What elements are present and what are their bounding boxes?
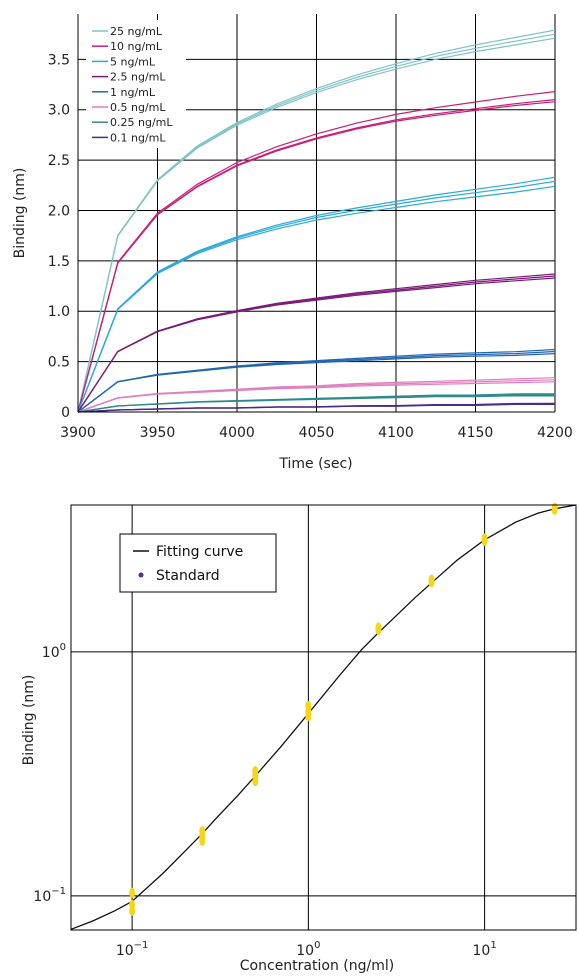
top-chart-y-tick-label: 2.5 <box>48 153 70 169</box>
fitting-curve-line <box>70 504 577 930</box>
bottom-legend-label: Standard <box>156 568 220 584</box>
bottom-chart-x-tick-label: 101 <box>473 940 497 959</box>
bottom-chart-plot-frame <box>70 504 577 931</box>
top-chart-axes <box>77 14 555 413</box>
series-line <box>77 101 556 413</box>
top-chart-y-tick-label: 0 <box>61 405 70 421</box>
standard-point <box>199 826 206 837</box>
top-chart-x-tick-label: 4150 <box>458 425 494 441</box>
top-chart-x-tick-label: 4200 <box>537 425 573 441</box>
bottom-chart-y-tick-label: 100 <box>42 642 66 661</box>
bottom-chart-x-tick-label: 10−1 <box>116 940 149 959</box>
series-line <box>77 180 556 413</box>
standard-point <box>481 533 488 544</box>
top-chart-x-tick-label: 4100 <box>378 425 414 441</box>
standard-point <box>252 766 259 777</box>
top-chart-tick-labels: 3900 3950 4000 4050 4100 4150 4200 0 0.5 1.0 1.5 2.… <box>48 52 573 441</box>
bottom-chart-x-axis-label: Concentration (ng/ml) <box>240 958 394 974</box>
series-line <box>77 176 556 413</box>
bottom-chart-y-tick-label: 10−1 <box>33 886 66 905</box>
legend-label: 5 ng/mL <box>110 55 156 68</box>
bottom-chart-tick-labels: 10−1 100 101 10−1 100 <box>33 642 496 959</box>
legend-dot-marker <box>138 572 144 578</box>
series-line <box>77 277 556 413</box>
legend-label: 2.5 ng/mL <box>110 71 166 84</box>
series-line <box>77 91 556 413</box>
top-chart-x-axis-label: Time (sec) <box>278 456 352 472</box>
standard-point <box>305 701 312 712</box>
top-chart-y-tick-label: 1.0 <box>48 304 70 320</box>
legend-label: 10 ng/mL <box>110 40 163 53</box>
bottom-legend-box <box>119 533 277 593</box>
series-line <box>77 353 556 413</box>
top-legend-background <box>86 20 186 148</box>
series-line <box>77 381 556 413</box>
top-chart-y-tick-label: 3.5 <box>48 52 70 68</box>
top-chart-legend: 25 ng/mL 10 ng/mL 5 ng/mL 2.5 ng/mL 1 ng/mL 0… <box>86 20 186 148</box>
standard-point <box>551 502 558 513</box>
series-line <box>77 37 556 413</box>
bottom-legend-label: Fitting curve <box>156 544 243 560</box>
legend-label: 0.1 ng/mL <box>110 131 166 144</box>
top-chart-series <box>77 29 556 413</box>
standard-point <box>375 622 382 633</box>
top-chart-y-axis-label: Binding (nm) <box>12 168 28 259</box>
top-chart-y-tick-label: 3.0 <box>48 103 70 119</box>
top-chart-x-tick-label: 4000 <box>219 425 255 441</box>
series-line <box>77 185 556 413</box>
bottom-chart-x-tick-label: 100 <box>296 940 320 959</box>
legend-label: 1 ng/mL <box>110 86 156 99</box>
bottom-chart-standard-points <box>129 502 558 916</box>
top-chart-x-tick-label: 3950 <box>140 425 176 441</box>
top-chart-y-tick-label: 1.5 <box>48 254 70 270</box>
legend-label: 0.25 ng/mL <box>110 116 173 129</box>
series-line <box>77 395 556 413</box>
top-chart-y-tick-label: 2.0 <box>48 203 70 219</box>
top-chart-y-tick-label: 0.5 <box>48 355 70 371</box>
bottom-chart-fit-curve <box>70 504 577 930</box>
bottom-chart-y-axis-label: Binding (nm) <box>21 675 37 766</box>
bottom-chart-legend: Fitting curve Standard <box>119 533 277 593</box>
legend-label: 25 ng/mL <box>110 25 163 38</box>
standard-point <box>129 899 136 910</box>
legend-label: 0.5 ng/mL <box>110 101 166 114</box>
bottom-chart-frame <box>70 504 577 931</box>
standard-point <box>428 574 435 585</box>
series-line <box>77 403 555 413</box>
binding-kinetics-chart: 3900 3950 4000 4050 4100 4150 4200 0 0.5 1.0 1.5 2.… <box>12 14 573 472</box>
top-chart-x-tick-label: 3900 <box>60 425 96 441</box>
top-chart-x-tick-label: 4050 <box>299 425 335 441</box>
standard-point <box>129 887 136 898</box>
